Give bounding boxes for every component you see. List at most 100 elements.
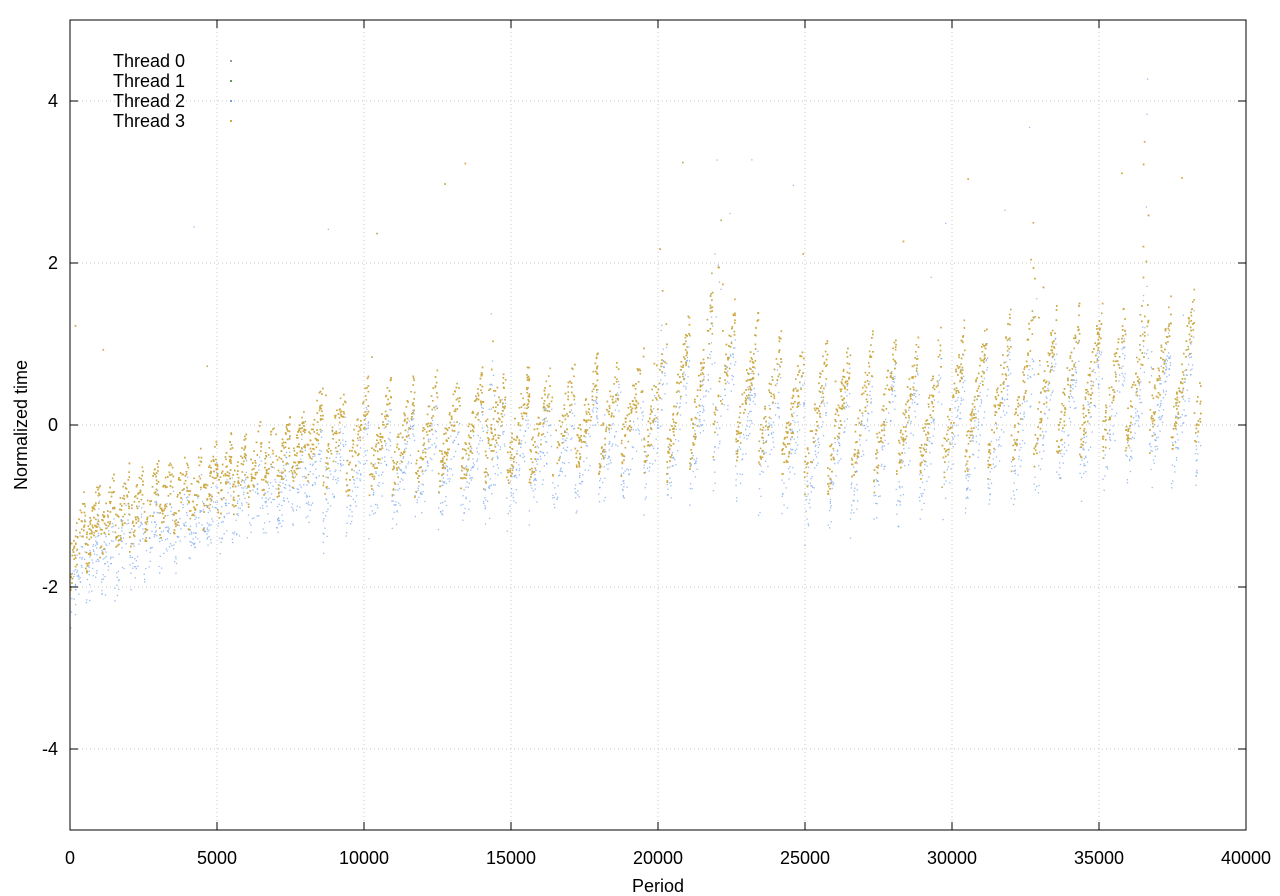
data-point — [670, 485, 672, 487]
data-point — [214, 507, 216, 509]
data-point — [304, 477, 306, 479]
data-point — [238, 498, 241, 500]
data-point — [1073, 400, 1075, 403]
data-point — [312, 473, 314, 475]
data-point — [121, 527, 123, 529]
data-point — [450, 435, 452, 437]
data-point — [165, 548, 168, 550]
data-point — [989, 493, 992, 495]
data-point — [933, 422, 935, 424]
data-point — [314, 455, 316, 457]
data-point — [1177, 447, 1179, 449]
data-point — [132, 567, 134, 569]
data-point — [89, 550, 91, 552]
data-point — [690, 464, 692, 466]
data-point — [986, 343, 988, 345]
data-point — [1150, 446, 1152, 448]
data-point — [656, 452, 658, 454]
data-point — [803, 403, 805, 405]
data-point — [1006, 412, 1008, 414]
data-point — [618, 383, 620, 386]
data-point — [1150, 468, 1152, 471]
data-point — [595, 399, 598, 401]
data-point — [1166, 376, 1168, 378]
data-point — [199, 511, 201, 513]
data-point — [392, 500, 394, 502]
data-point — [360, 473, 362, 475]
data-point — [490, 383, 492, 385]
data-point — [679, 406, 681, 408]
data-point — [1135, 394, 1137, 396]
data-point — [445, 482, 448, 485]
data-point — [294, 476, 296, 478]
data-point — [375, 471, 377, 473]
data-point — [703, 419, 705, 422]
data-point — [603, 466, 605, 468]
data-point — [492, 465, 495, 468]
data-point — [524, 430, 526, 432]
data-point — [592, 424, 594, 426]
data-point — [1005, 361, 1007, 363]
data-point — [604, 477, 606, 479]
data-point — [585, 442, 587, 444]
data-point — [303, 475, 306, 478]
data-point — [469, 449, 471, 451]
data-point — [1109, 405, 1111, 407]
data-point — [431, 469, 433, 472]
data-point — [253, 517, 255, 519]
data-point — [539, 470, 541, 473]
data-point — [608, 440, 611, 443]
data-point — [192, 538, 194, 540]
data-point — [546, 431, 549, 433]
data-point — [484, 508, 486, 510]
data-point — [270, 493, 273, 495]
data-point — [1150, 375, 1153, 377]
data-point — [427, 462, 429, 464]
data-point — [765, 452, 767, 454]
data-point — [516, 469, 518, 471]
data-point — [295, 509, 298, 511]
data-point — [949, 482, 951, 484]
data-point — [620, 473, 622, 475]
data-point — [469, 477, 471, 479]
data-point — [745, 428, 747, 431]
data-point — [921, 495, 923, 497]
data-point — [621, 455, 623, 457]
data-point — [166, 526, 168, 528]
data-point — [876, 480, 879, 482]
data-point — [323, 533, 325, 535]
data-point — [265, 502, 267, 504]
data-point — [77, 574, 80, 576]
data-point — [450, 468, 453, 470]
data-point — [343, 459, 345, 461]
data-point — [894, 408, 896, 410]
data-point — [1042, 444, 1044, 446]
data-point — [399, 463, 401, 465]
data-point — [106, 527, 109, 529]
data-point — [479, 437, 481, 439]
data-point — [85, 602, 88, 604]
data-point — [309, 471, 311, 473]
data-point — [562, 461, 564, 464]
data-point — [186, 512, 188, 514]
data-point — [378, 474, 380, 477]
data-point — [515, 489, 517, 491]
data-point — [640, 407, 642, 409]
data-point — [788, 468, 790, 470]
data-point — [96, 541, 98, 544]
data-point — [979, 434, 981, 436]
data-point — [563, 441, 565, 443]
data-point — [366, 449, 368, 452]
data-point — [278, 520, 280, 522]
data-point — [416, 499, 418, 501]
data-point — [685, 388, 687, 390]
data-point — [1047, 384, 1049, 386]
data-point — [190, 533, 193, 535]
data-point — [899, 487, 901, 489]
data-point — [89, 556, 91, 558]
data-point — [871, 386, 873, 388]
data-point — [367, 422, 369, 424]
data-point — [616, 392, 619, 394]
data-point — [513, 500, 515, 502]
